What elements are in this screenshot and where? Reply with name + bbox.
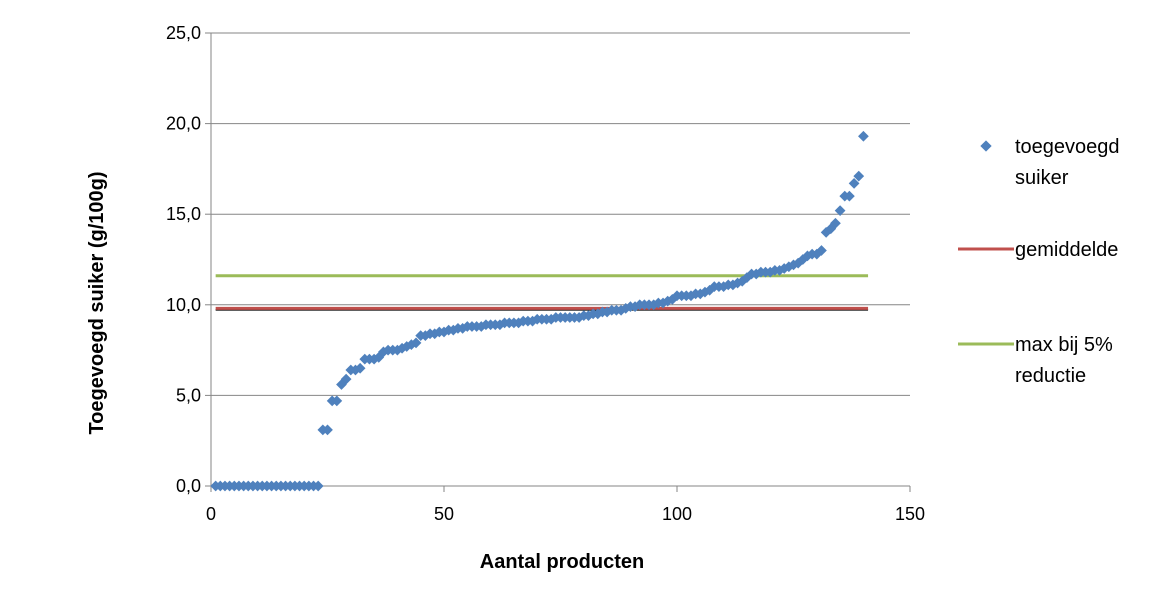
- data-point-32: [354, 362, 366, 374]
- legend-marker-toegevoegd-suiker: [980, 140, 992, 152]
- y-axis-ticks: 0,0 5,0 10,0 15,0 20,0 25,0: [166, 23, 211, 496]
- legend-item-max-bij-5-reductie: max bij 5% reductie: [958, 334, 1113, 387]
- data-point-23: [312, 480, 324, 492]
- data-point-29: [340, 373, 352, 385]
- legend: toegevoegd suiker gemiddelde max bij 5% re…: [958, 136, 1120, 387]
- gridlines: [211, 32, 910, 396]
- data-point-44: [410, 337, 422, 349]
- y-tick-label-1: 5,0: [176, 385, 201, 405]
- legend-label-toegevoegd-suiker: toegevoegd suiker: [1015, 136, 1120, 189]
- legend-label-max-bij-5-reductie: max bij 5% reductie: [1015, 334, 1113, 387]
- y-tick-label-3: 15,0: [166, 204, 201, 224]
- series-points: [210, 130, 869, 492]
- x-axis-ticks: 0 50 100 150: [206, 486, 925, 524]
- y-tick-label-4: 20,0: [166, 114, 201, 134]
- x-tick-label-3: 150: [895, 504, 925, 524]
- data-point-25: [322, 424, 333, 436]
- x-tick-label-2: 100: [662, 504, 692, 524]
- data-point-138: [848, 178, 860, 189]
- data-point-27: [331, 395, 343, 407]
- data-point-131: [816, 245, 827, 256]
- x-tick-label-1: 50: [434, 504, 454, 524]
- legend-item-gemiddelde: gemiddelde: [958, 239, 1118, 261]
- x-axis-title: Aantal producten: [480, 551, 644, 573]
- y-tick-label-0: 0,0: [176, 476, 201, 496]
- data-point-140: [858, 130, 869, 142]
- data-point-137: [844, 190, 855, 202]
- y-axis-title: Toegevoegd suiker (g/100g): [86, 171, 108, 434]
- x-tick-label-0: 0: [206, 504, 216, 524]
- data-point-135: [834, 205, 846, 216]
- y-tick-label-2: 10,0: [166, 295, 201, 315]
- legend-label-gemiddelde: gemiddelde: [1015, 239, 1118, 261]
- y-tick-label-5: 25,0: [166, 23, 201, 43]
- legend-item-toegevoegd-suiker: toegevoegd suiker: [980, 136, 1120, 189]
